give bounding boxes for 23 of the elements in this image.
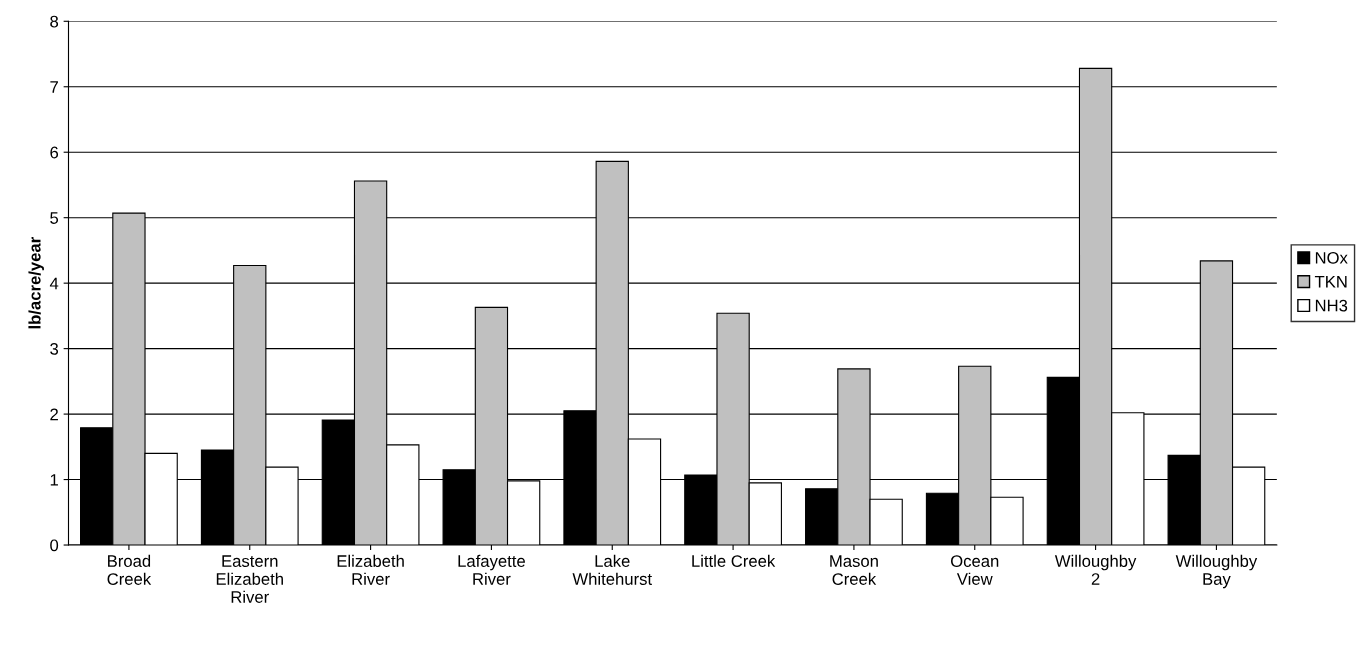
legend-label: TKN bbox=[1314, 276, 1347, 288]
y-tick-label: 5 bbox=[50, 212, 59, 224]
y-tick-label: 1 bbox=[50, 474, 58, 486]
x-tick-label: Eastern Elizabeth River bbox=[216, 555, 283, 603]
y-tick-label: 2 bbox=[50, 408, 58, 421]
x-tick-label: Little Creek bbox=[692, 554, 776, 567]
x-tick-label: Ocean View bbox=[950, 555, 999, 585]
y-tick-label: 3 bbox=[50, 343, 59, 355]
y-tick-label: 7 bbox=[50, 81, 58, 93]
x-tick-label: Willoughby 2 bbox=[1054, 554, 1137, 585]
legend-label: NH3 bbox=[1315, 299, 1348, 312]
y-tick-label: 0 bbox=[50, 539, 59, 552]
x-tick-label: Broad Creek bbox=[107, 554, 152, 585]
y-tick-label: 4 bbox=[49, 277, 59, 290]
x-tick-label: Lake Whitehurst bbox=[572, 554, 652, 585]
y-tick-label: 8 bbox=[50, 15, 59, 28]
legend-label: NOx bbox=[1315, 251, 1348, 264]
y-tick-label: 6 bbox=[50, 146, 59, 159]
x-tick-label: Elizabeth River bbox=[337, 554, 404, 585]
y-axis-title: lb/acre/year bbox=[28, 237, 44, 329]
x-tick-label: Willoughby Bay bbox=[1175, 554, 1258, 589]
x-tick-label: Lafayette River bbox=[458, 554, 525, 585]
x-tick-label: Mason Creek bbox=[830, 555, 878, 585]
